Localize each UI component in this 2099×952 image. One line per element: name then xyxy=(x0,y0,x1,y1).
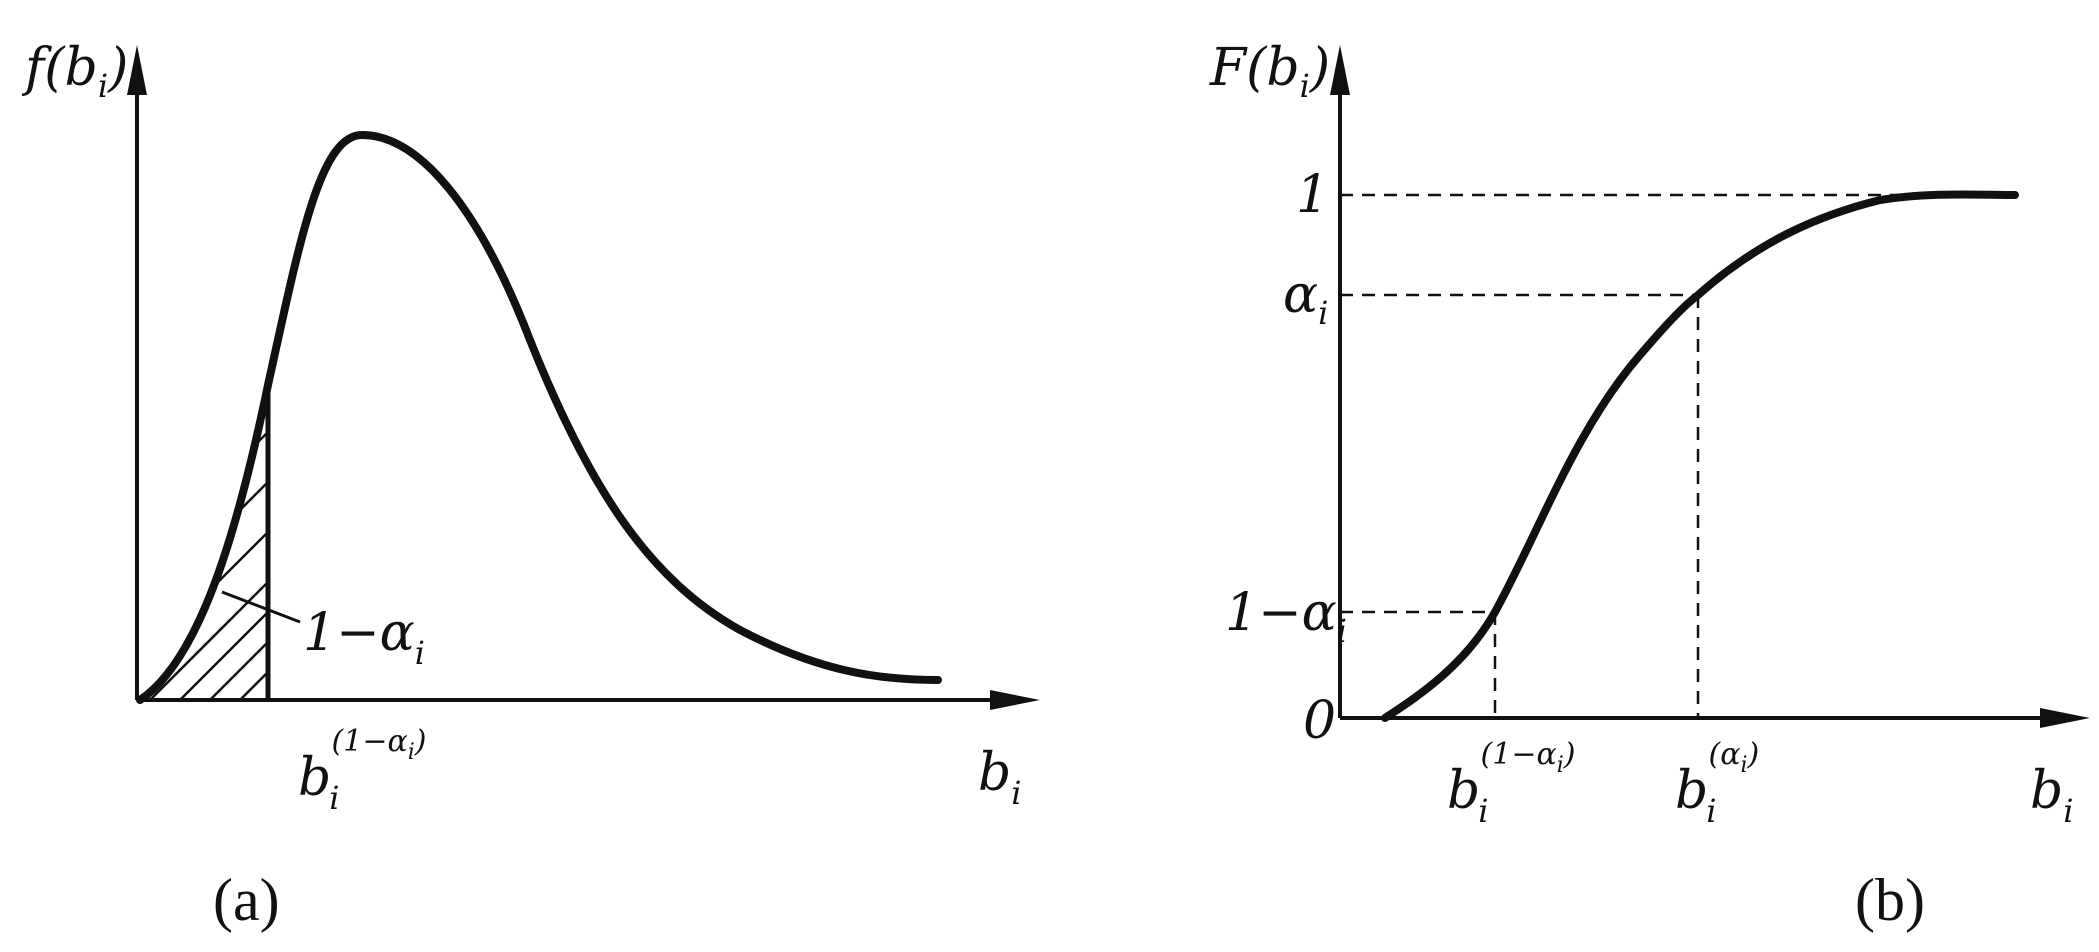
panel-a-density-curve xyxy=(136,131,942,704)
panel-b-y-tick-one-minus-alpha: 1−αi xyxy=(1225,583,1347,650)
panel-b-y-arrow xyxy=(1330,45,1350,95)
panel-b-y-tick-one: 1 xyxy=(1296,165,1329,225)
panel-a-area-label: 1−αi xyxy=(303,603,425,672)
panel-b-y-tick-zero: 0 xyxy=(1303,691,1336,751)
panel-b-x-tick-low: bi(1−αi) xyxy=(1447,737,1575,830)
panel-a-x-axis-label: bi xyxy=(978,743,1022,812)
panel-b-y-tick-alpha: αi xyxy=(1283,265,1328,332)
panel-b: F(bi) 1 αi 1−αi 0 bi(1−αi) bi(αi) bi (b) xyxy=(1209,38,2090,933)
panel-a-y-axis-label: f(bi) xyxy=(21,38,128,105)
panel-b-x-arrow xyxy=(2040,708,2090,728)
panel-a-y-arrow xyxy=(127,45,147,95)
panel-a-caption: (a) xyxy=(213,867,280,933)
panel-b-x-axis-label: bi xyxy=(2030,761,2074,830)
panel-a-shaded-area xyxy=(149,385,268,700)
panel-b-y-axis-label: F(bi) xyxy=(1209,38,1330,105)
panel-a: f(bi) 1−αi bi(1−αi) bi (a) xyxy=(21,38,1040,933)
panel-b-caption: (b) xyxy=(1855,867,1925,933)
panel-b-x-tick-high: bi(αi) xyxy=(1675,737,1759,830)
panel-b-cdf-curve xyxy=(1381,190,2019,722)
panel-a-x-arrow xyxy=(990,690,1040,710)
panel-a-area-leader xyxy=(221,590,301,624)
panel-a-tick-label: bi(1−αi) xyxy=(298,724,426,817)
